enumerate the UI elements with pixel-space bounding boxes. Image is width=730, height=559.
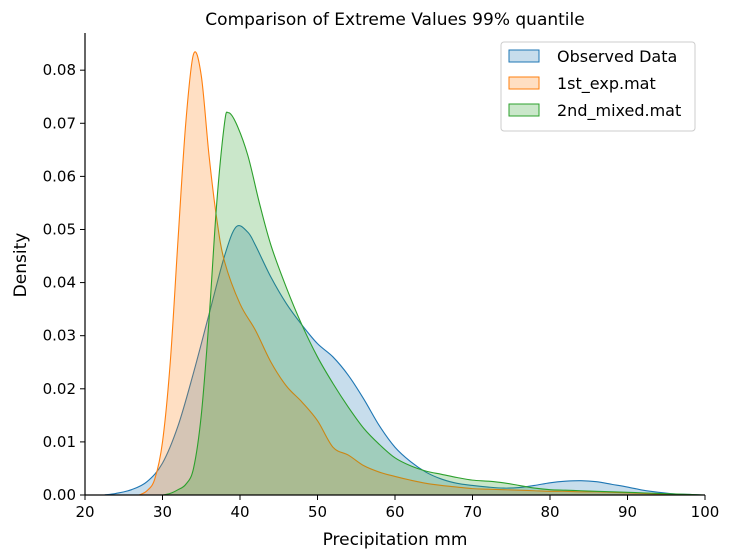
y-tick-label: 0.01 xyxy=(43,433,76,451)
density-line-observed-data xyxy=(104,224,702,496)
y-tick-label: 0.08 xyxy=(43,61,76,79)
y-tick-label: 0.06 xyxy=(43,167,76,185)
y-tick-label: 0.03 xyxy=(43,327,76,345)
legend-swatch xyxy=(508,103,540,117)
y-tick-label: 0.02 xyxy=(43,380,76,398)
series-2nd-mixed-mat xyxy=(162,111,706,496)
x-axis-label: Precipitation mm xyxy=(323,530,468,550)
x-tick-label: 60 xyxy=(385,503,404,521)
x-tick-label: 50 xyxy=(308,503,327,521)
chart-title: Comparison of Extreme Values 99% quantil… xyxy=(205,10,584,30)
y-tick-label: 0.07 xyxy=(43,114,76,132)
density-line-1st-exp-mat xyxy=(138,51,705,496)
legend-swatch xyxy=(508,76,540,90)
series-1st-exp-mat xyxy=(138,51,705,496)
legend-item-2nd-mixed-mat: 2nd_mixed.mat xyxy=(508,101,681,121)
x-tick-label: 20 xyxy=(75,503,94,521)
density-area-1st-exp-mat xyxy=(139,51,705,496)
legend-item-observed-data: Observed Data xyxy=(508,47,677,66)
legend-label: 2nd_mixed.mat xyxy=(557,101,681,121)
legend: Observed Data 1st_exp.mat 2nd_mixed.mat xyxy=(500,41,696,132)
legend-swatch xyxy=(508,49,540,63)
density-area-observed-data xyxy=(104,225,702,495)
x-tick-label: 100 xyxy=(691,503,720,521)
legend-label: Observed Data xyxy=(557,47,677,66)
x-tick-label: 40 xyxy=(230,503,249,521)
y-tick-label: 0.05 xyxy=(43,220,76,238)
axes-layer: 20 30 40 50 60 70 80 90 100 0.00 0.01 0.02 0.03 0.04 0… xyxy=(43,33,720,521)
y-tick-label: 0.04 xyxy=(43,274,76,292)
density-area-2nd-mixed-mat xyxy=(162,112,705,496)
legend-frame xyxy=(500,41,696,132)
series-observed-data xyxy=(104,224,702,496)
x-tick-label: 30 xyxy=(153,503,172,521)
density-line-2nd-mixed-mat xyxy=(162,111,706,496)
x-tick-label: 80 xyxy=(540,503,559,521)
legend-item-1st-exp-mat: 1st_exp.mat xyxy=(508,74,656,94)
legend-label: 1st_exp.mat xyxy=(557,74,656,94)
x-tick-label: 70 xyxy=(463,503,482,521)
y-tick-label: 0.00 xyxy=(43,486,76,504)
y-axis-label: Density xyxy=(11,233,31,298)
x-tick-label: 90 xyxy=(618,503,637,521)
series-layer xyxy=(104,51,706,496)
